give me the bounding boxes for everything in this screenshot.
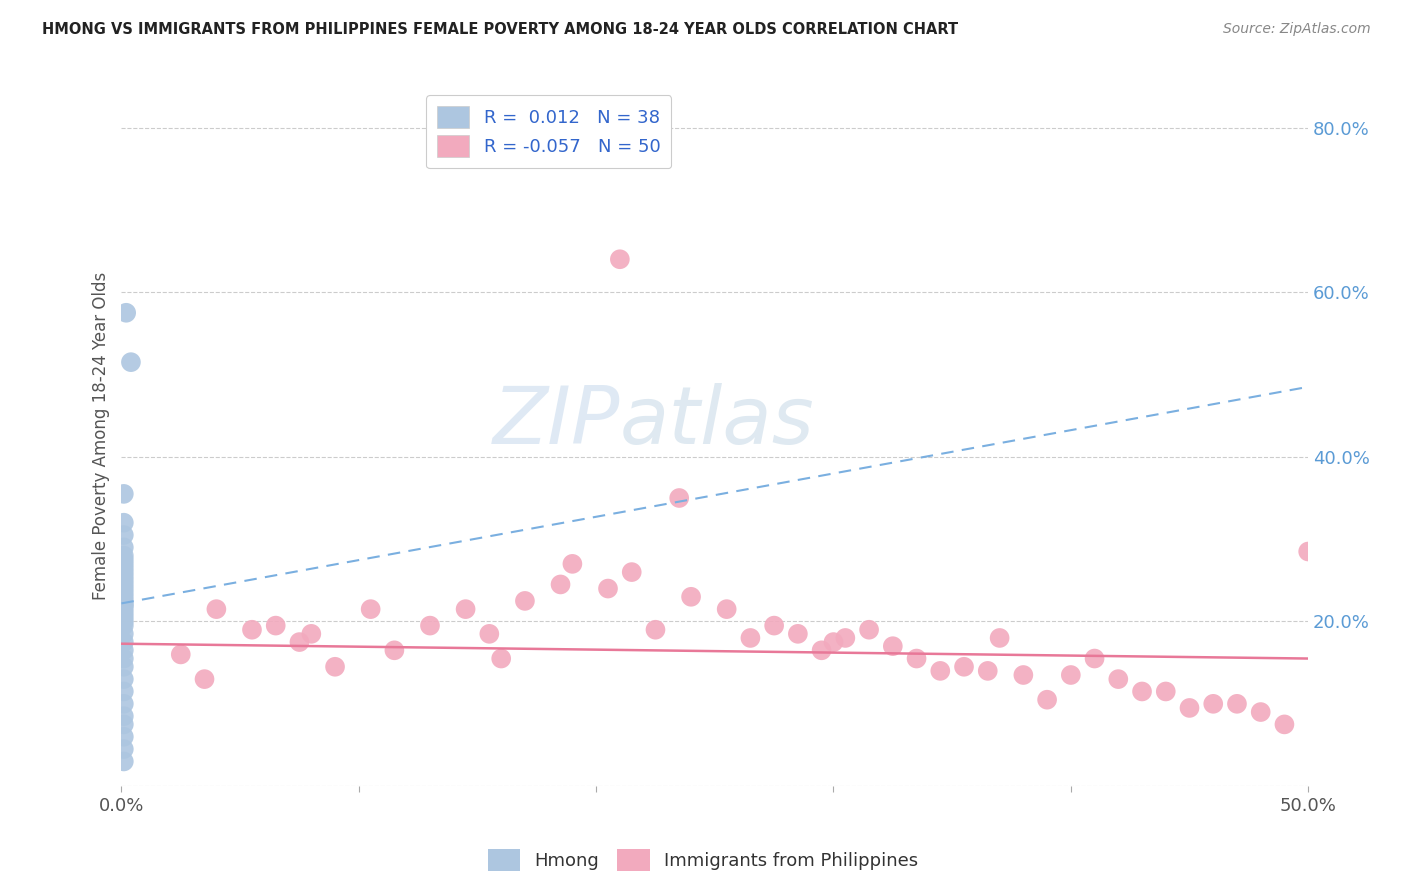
Point bbox=[513, 594, 536, 608]
Point bbox=[112, 697, 135, 711]
Point bbox=[644, 623, 666, 637]
Legend: Hmong, Immigrants from Philippines: Hmong, Immigrants from Philippines bbox=[481, 842, 925, 879]
Point bbox=[112, 651, 135, 665]
Point bbox=[834, 631, 856, 645]
Point bbox=[112, 528, 135, 542]
Point bbox=[1012, 668, 1035, 682]
Point bbox=[205, 602, 228, 616]
Point bbox=[112, 618, 135, 632]
Point bbox=[112, 730, 135, 744]
Point bbox=[112, 553, 135, 567]
Point bbox=[112, 627, 135, 641]
Text: atlas: atlas bbox=[620, 384, 814, 461]
Point bbox=[112, 585, 135, 599]
Point bbox=[882, 639, 904, 653]
Point bbox=[112, 487, 135, 501]
Point bbox=[112, 607, 135, 621]
Point bbox=[120, 355, 142, 369]
Point bbox=[240, 623, 263, 637]
Point bbox=[478, 627, 501, 641]
Point bbox=[170, 648, 193, 662]
Point bbox=[609, 252, 631, 267]
Point bbox=[112, 549, 135, 563]
Point bbox=[489, 651, 512, 665]
Point bbox=[112, 659, 135, 673]
Point bbox=[112, 615, 135, 629]
Point bbox=[823, 635, 845, 649]
Point bbox=[112, 557, 135, 571]
Point bbox=[1178, 701, 1201, 715]
Point bbox=[112, 590, 135, 604]
Point bbox=[112, 755, 135, 769]
Point bbox=[740, 631, 762, 645]
Point bbox=[1296, 544, 1319, 558]
Point bbox=[1036, 692, 1059, 706]
Point bbox=[905, 651, 928, 665]
Point bbox=[1154, 684, 1177, 698]
Point bbox=[1274, 717, 1296, 731]
Point bbox=[810, 643, 832, 657]
Point bbox=[112, 672, 135, 686]
Point bbox=[112, 643, 135, 657]
Point bbox=[620, 565, 643, 579]
Point bbox=[1202, 697, 1225, 711]
Point bbox=[299, 627, 322, 641]
Point bbox=[112, 565, 135, 579]
Point bbox=[454, 602, 477, 616]
Point bbox=[988, 631, 1011, 645]
Point bbox=[112, 709, 135, 723]
Point bbox=[112, 569, 135, 583]
Legend: R =  0.012   N = 38, R = -0.057   N = 50: R = 0.012 N = 38, R = -0.057 N = 50 bbox=[426, 95, 671, 169]
Point bbox=[112, 561, 135, 575]
Point bbox=[288, 635, 311, 649]
Point bbox=[1226, 697, 1249, 711]
Point bbox=[1250, 705, 1272, 719]
Point bbox=[786, 627, 808, 641]
Text: HMONG VS IMMIGRANTS FROM PHILIPPINES FEMALE POVERTY AMONG 18-24 YEAR OLDS CORREL: HMONG VS IMMIGRANTS FROM PHILIPPINES FEM… bbox=[42, 22, 959, 37]
Point bbox=[112, 574, 135, 588]
Point bbox=[112, 602, 135, 616]
Point bbox=[264, 618, 287, 632]
Point bbox=[112, 598, 135, 612]
Point bbox=[1107, 672, 1129, 686]
Point bbox=[1130, 684, 1153, 698]
Point bbox=[1060, 668, 1083, 682]
Point bbox=[977, 664, 1000, 678]
Text: Source: ZipAtlas.com: Source: ZipAtlas.com bbox=[1223, 22, 1371, 37]
Point bbox=[716, 602, 738, 616]
Point bbox=[419, 618, 441, 632]
Point bbox=[763, 618, 786, 632]
Point bbox=[112, 594, 135, 608]
Point bbox=[112, 516, 135, 530]
Point bbox=[953, 659, 976, 673]
Point bbox=[112, 541, 135, 555]
Point bbox=[360, 602, 382, 616]
Point bbox=[112, 598, 135, 612]
Point bbox=[112, 577, 135, 591]
Point bbox=[112, 742, 135, 756]
Point bbox=[112, 684, 135, 698]
Point bbox=[112, 582, 135, 596]
Y-axis label: Female Poverty Among 18-24 Year Olds: Female Poverty Among 18-24 Year Olds bbox=[93, 272, 110, 600]
Point bbox=[323, 659, 346, 673]
Point bbox=[1083, 651, 1105, 665]
Point bbox=[681, 590, 703, 604]
Point bbox=[193, 672, 215, 686]
Point bbox=[384, 643, 406, 657]
Point bbox=[112, 635, 135, 649]
Point bbox=[550, 577, 572, 591]
Point bbox=[668, 491, 690, 505]
Point bbox=[929, 664, 952, 678]
Point bbox=[112, 610, 135, 624]
Point bbox=[596, 582, 619, 596]
Point bbox=[561, 557, 583, 571]
Text: ZIP: ZIP bbox=[492, 384, 620, 461]
Point bbox=[112, 717, 135, 731]
Point bbox=[858, 623, 880, 637]
Point bbox=[115, 306, 138, 320]
